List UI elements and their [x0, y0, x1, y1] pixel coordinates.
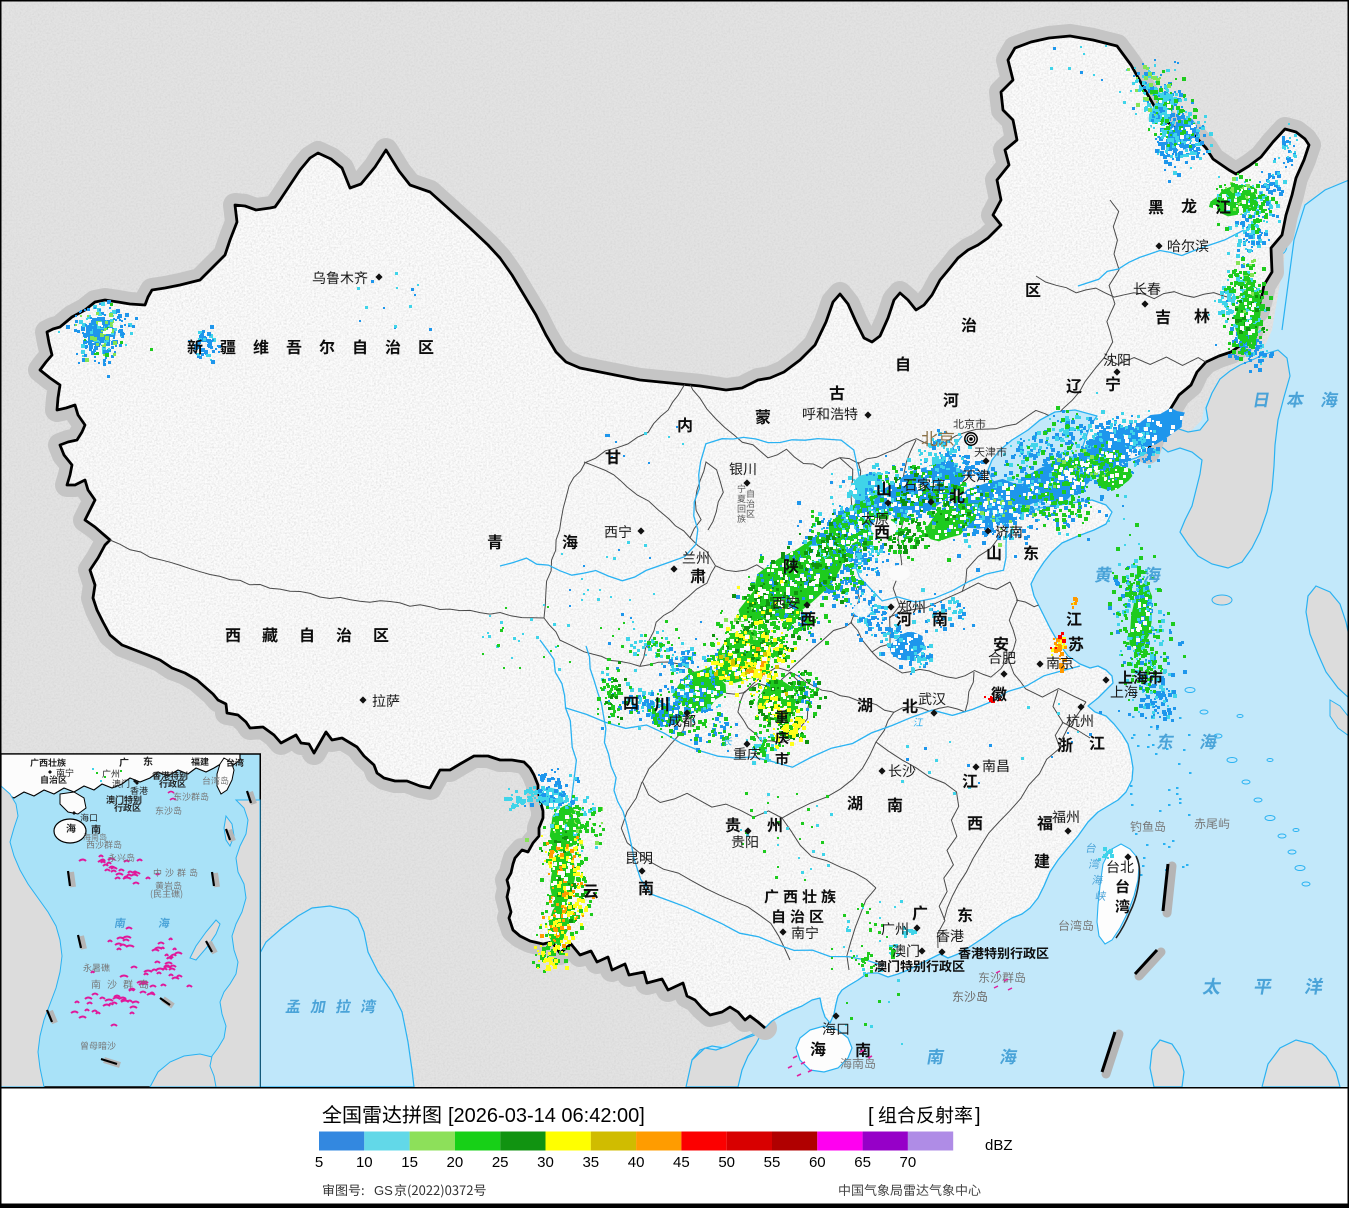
svg-text:50: 50: [718, 1154, 735, 1171]
svg-text:5: 5: [315, 1154, 323, 1171]
svg-text:GS: GS: [374, 1183, 393, 1198]
svg-text:dBZ: dBZ: [985, 1137, 1013, 1154]
svg-text:65: 65: [854, 1154, 871, 1171]
svg-text:30: 30: [537, 1154, 554, 1171]
svg-text:45: 45: [673, 1154, 690, 1171]
svg-text:20: 20: [447, 1154, 464, 1171]
svg-text:35: 35: [582, 1154, 599, 1171]
svg-text:[: [: [868, 1105, 874, 1127]
svg-text:70: 70: [900, 1154, 917, 1171]
svg-text:55: 55: [764, 1154, 781, 1171]
svg-text:60: 60: [809, 1154, 826, 1171]
svg-text:]: ]: [975, 1105, 981, 1127]
svg-text:[2026-03-14 06:42:00]: [2026-03-14 06:42:00]: [448, 1105, 645, 1127]
svg-text:25: 25: [492, 1154, 509, 1171]
svg-text:10: 10: [356, 1154, 373, 1171]
svg-text:15: 15: [401, 1154, 418, 1171]
svg-text:40: 40: [628, 1154, 645, 1171]
